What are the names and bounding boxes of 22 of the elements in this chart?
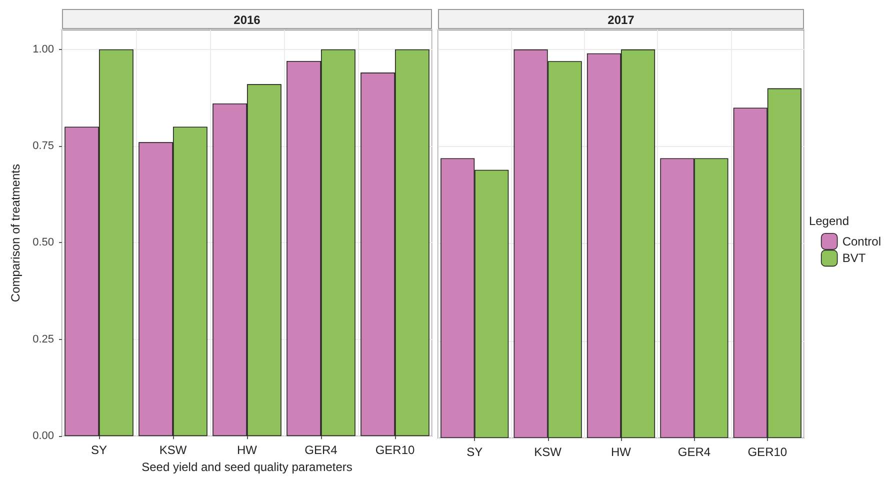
y-axis-title: Comparison of treatments xyxy=(8,164,23,302)
legend-label: Control xyxy=(842,234,882,248)
x-axis-title: Seed yield and seed quality parameters xyxy=(142,460,352,474)
y-tick-label: 1.00 xyxy=(32,43,54,56)
x-tick-label: GER4 xyxy=(678,445,711,459)
x-tick-label: KSW xyxy=(534,445,562,459)
x-tick-label: GER10 xyxy=(375,443,415,458)
chart-title: 2016 xyxy=(62,9,432,29)
y-tick-label: 0.00 xyxy=(32,430,54,442)
x-tick-label: SY xyxy=(466,445,483,459)
x-tick-label: SY xyxy=(90,443,108,458)
x-tick-label: KSW xyxy=(159,443,188,458)
x-tick-label: GER10 xyxy=(748,445,788,459)
x-tick-label: GER4 xyxy=(304,443,338,458)
y-tick-label: 0.50 xyxy=(32,236,54,249)
chart-title: 2017 xyxy=(438,9,804,29)
x-tick-label: HW xyxy=(611,445,632,459)
x-tick-label: HW xyxy=(237,443,258,458)
legend-label: BVT xyxy=(842,251,866,266)
y-tick-label: 0.75 xyxy=(32,140,54,152)
legend-title: Legend xyxy=(808,214,850,228)
y-tick-label: 0.25 xyxy=(32,333,54,346)
